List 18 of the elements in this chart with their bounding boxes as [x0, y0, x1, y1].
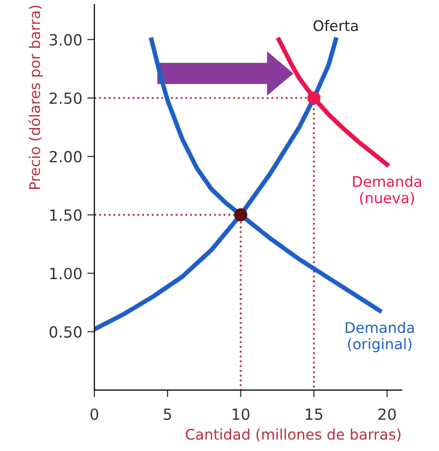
series-label: Demanda (original) [346, 322, 414, 352]
series-label: Oferta [314, 20, 358, 32]
x-tick-label: 5 [164, 408, 172, 420]
y-tick-label: 3.00 [50, 34, 82, 46]
x-tick-label: 20 [378, 408, 396, 420]
y-tick-label: 2.50 [50, 92, 82, 104]
x-tick-label: 0 [90, 408, 98, 420]
y-axis-title: Precio (dólares por barra) [28, 6, 44, 189]
y-tick-label: 0.50 [50, 326, 82, 338]
series-label: Demanda (nueva) [353, 176, 422, 206]
y-tick-label: 2.00 [50, 150, 82, 162]
x-tick-label: 10 [232, 408, 250, 420]
x-tick-label: 15 [306, 408, 322, 420]
line-series [94, 37, 338, 332]
x-axis-title: Cantidad (millones de barras) [186, 428, 400, 442]
line-series [276, 37, 390, 167]
y-tick-label: 1.50 [50, 209, 82, 221]
y-tick-label: 1.00 [50, 268, 82, 280]
